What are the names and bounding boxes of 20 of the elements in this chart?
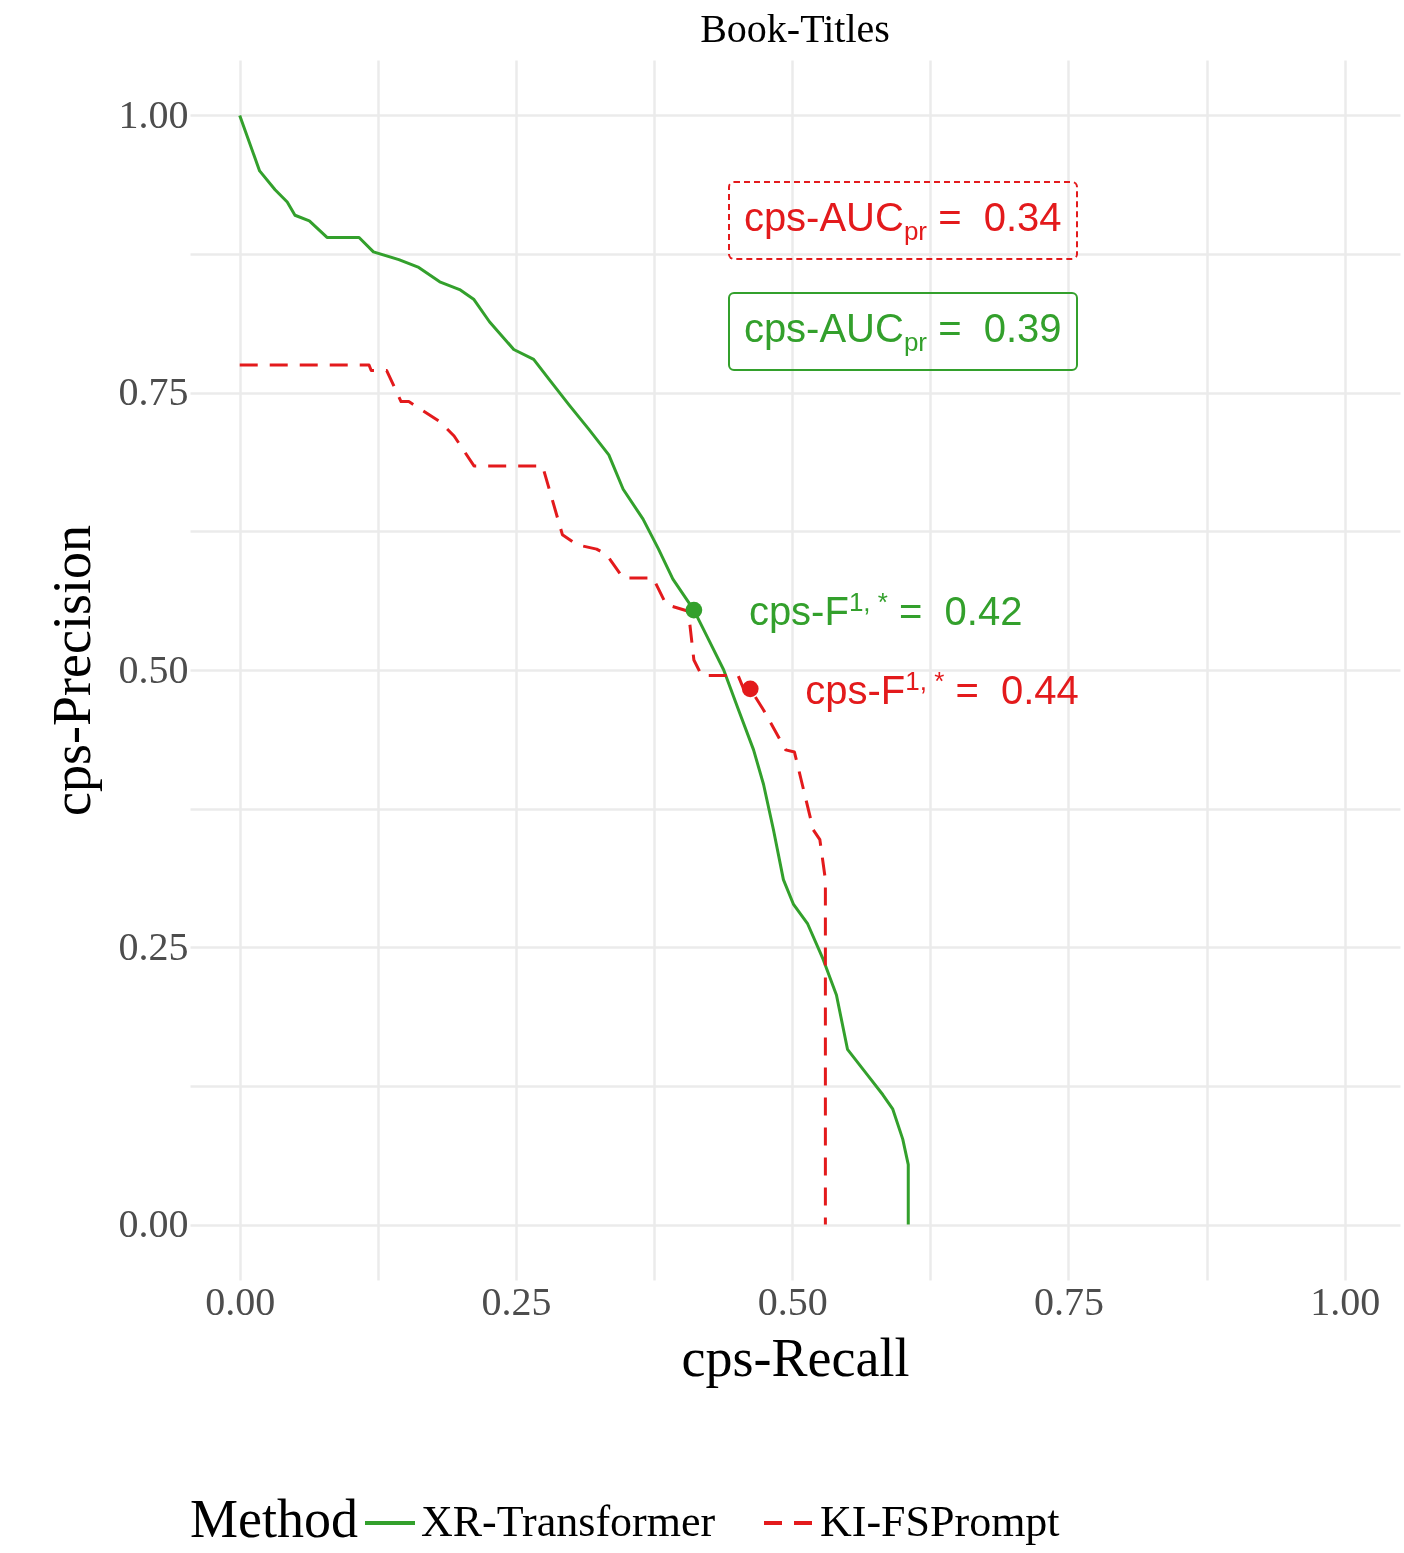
annotation: cps-F$^{1, *}$ = 0.44 <box>805 665 1079 713</box>
y-tick-label: 0.50 <box>118 646 189 692</box>
legend-title: Method <box>190 1489 358 1549</box>
annotation: cps-F$^{1, *}$ = 0.42 <box>748 586 1023 634</box>
y-axis-title: cps-Precision <box>41 525 102 816</box>
annotation: cps-AUC$_{pr}$ = 0.34 <box>743 195 1062 247</box>
y-tick-label: 0.00 <box>118 1201 189 1247</box>
x-tick-label: 1.00 <box>1310 1278 1381 1324</box>
x-tick-label: 0.50 <box>757 1278 828 1324</box>
y-tick-label: 0.75 <box>118 369 189 415</box>
y-tick-label: 1.00 <box>118 91 189 137</box>
annotation: cps-AUC$_{pr}$ = 0.39 <box>743 306 1062 358</box>
x-tick-label: 0.00 <box>205 1278 276 1324</box>
x-tick-label: 0.25 <box>481 1278 552 1324</box>
legend-label: KI-FSPrompt <box>820 1497 1060 1546</box>
legend-label: XR-Transformer <box>421 1497 716 1546</box>
y-tick-label: 0.25 <box>118 923 189 969</box>
x-tick-label: 0.75 <box>1033 1278 1104 1324</box>
x-axis-title: cps-Recall <box>681 1327 910 1388</box>
chart-title: Book-Titles <box>700 6 890 51</box>
